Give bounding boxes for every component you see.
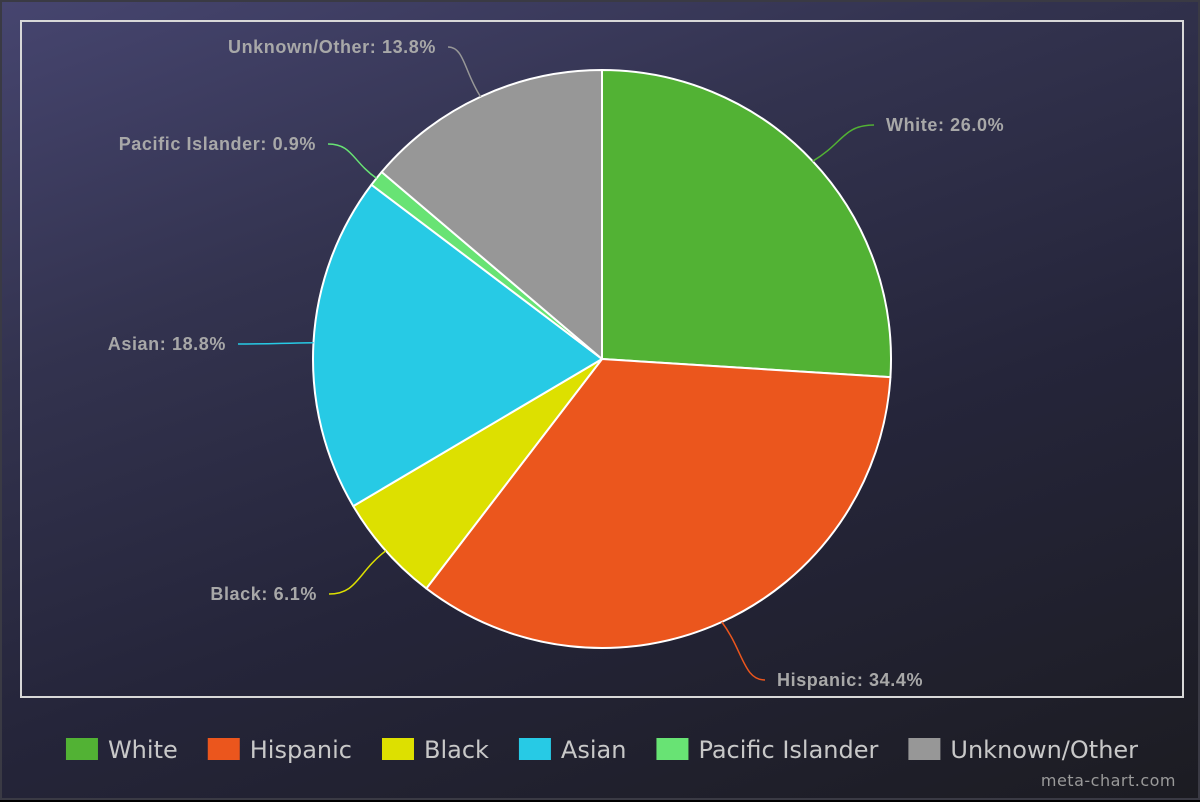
slice-asian[interactable] [312,183,603,508]
leader-lines [237,46,875,681]
leader-pacific-islander [327,143,377,179]
leader-black [328,550,387,595]
legend-item-black[interactable]: Black [381,736,489,764]
legend-swatch-white [65,738,98,760]
leader-asian [237,341,314,345]
leader-unknown-other [447,46,482,98]
data-label-unknown-other: Unknown/Other: 13.8% [228,37,436,57]
legend-swatch-asian [518,738,551,760]
legend-label-black: Black [424,736,489,764]
legend-item-unknown-other[interactable]: Unknown/Other [908,736,1138,764]
slice-white[interactable] [601,69,892,379]
credit-text[interactable]: meta-chart.com [1040,771,1176,790]
data-label-asian: Asian: 18.8% [108,334,226,354]
legend-swatch-hispanic [207,738,240,760]
legend-swatch-black [381,738,414,760]
legend-label-pacific-islander: Pacific Islander [698,736,878,764]
legend: White Hispanic Black Asian Pacific Islander U… [65,736,1138,764]
data-label-pacific-islander: Pacific Islander: 0.9% [119,134,316,154]
legend-item-pacific-islander[interactable]: Pacific Islander [656,736,879,764]
legend-label-white: White [108,736,178,764]
legend-swatch-unknown-other [908,738,941,760]
data-label-hispanic: Hispanic: 34.4% [777,670,923,690]
legend-swatch-pacific-islander [656,738,689,760]
data-label-white: White: 26.0% [886,115,1004,135]
data-labels: White: 26.0% Hispanic: 34.4% Black: 6.1% As… [108,37,1004,690]
legend-item-white[interactable]: White [65,736,178,764]
slice-unknown-other[interactable] [380,69,603,360]
pie-slices [312,69,892,649]
legend-label-hispanic: Hispanic [250,736,352,764]
data-label-black: Black: 6.1% [210,584,317,604]
plot-area-border [20,20,1184,698]
legend-label-unknown-other: Unknown/Other [950,736,1138,764]
legend-item-asian[interactable]: Asian [518,736,627,764]
leader-hispanic [721,621,766,681]
leader-white [812,124,875,162]
legend-item-hispanic[interactable]: Hispanic [207,736,352,764]
legend-label-asian: Asian [561,736,627,764]
slice-hispanic[interactable] [425,358,892,649]
